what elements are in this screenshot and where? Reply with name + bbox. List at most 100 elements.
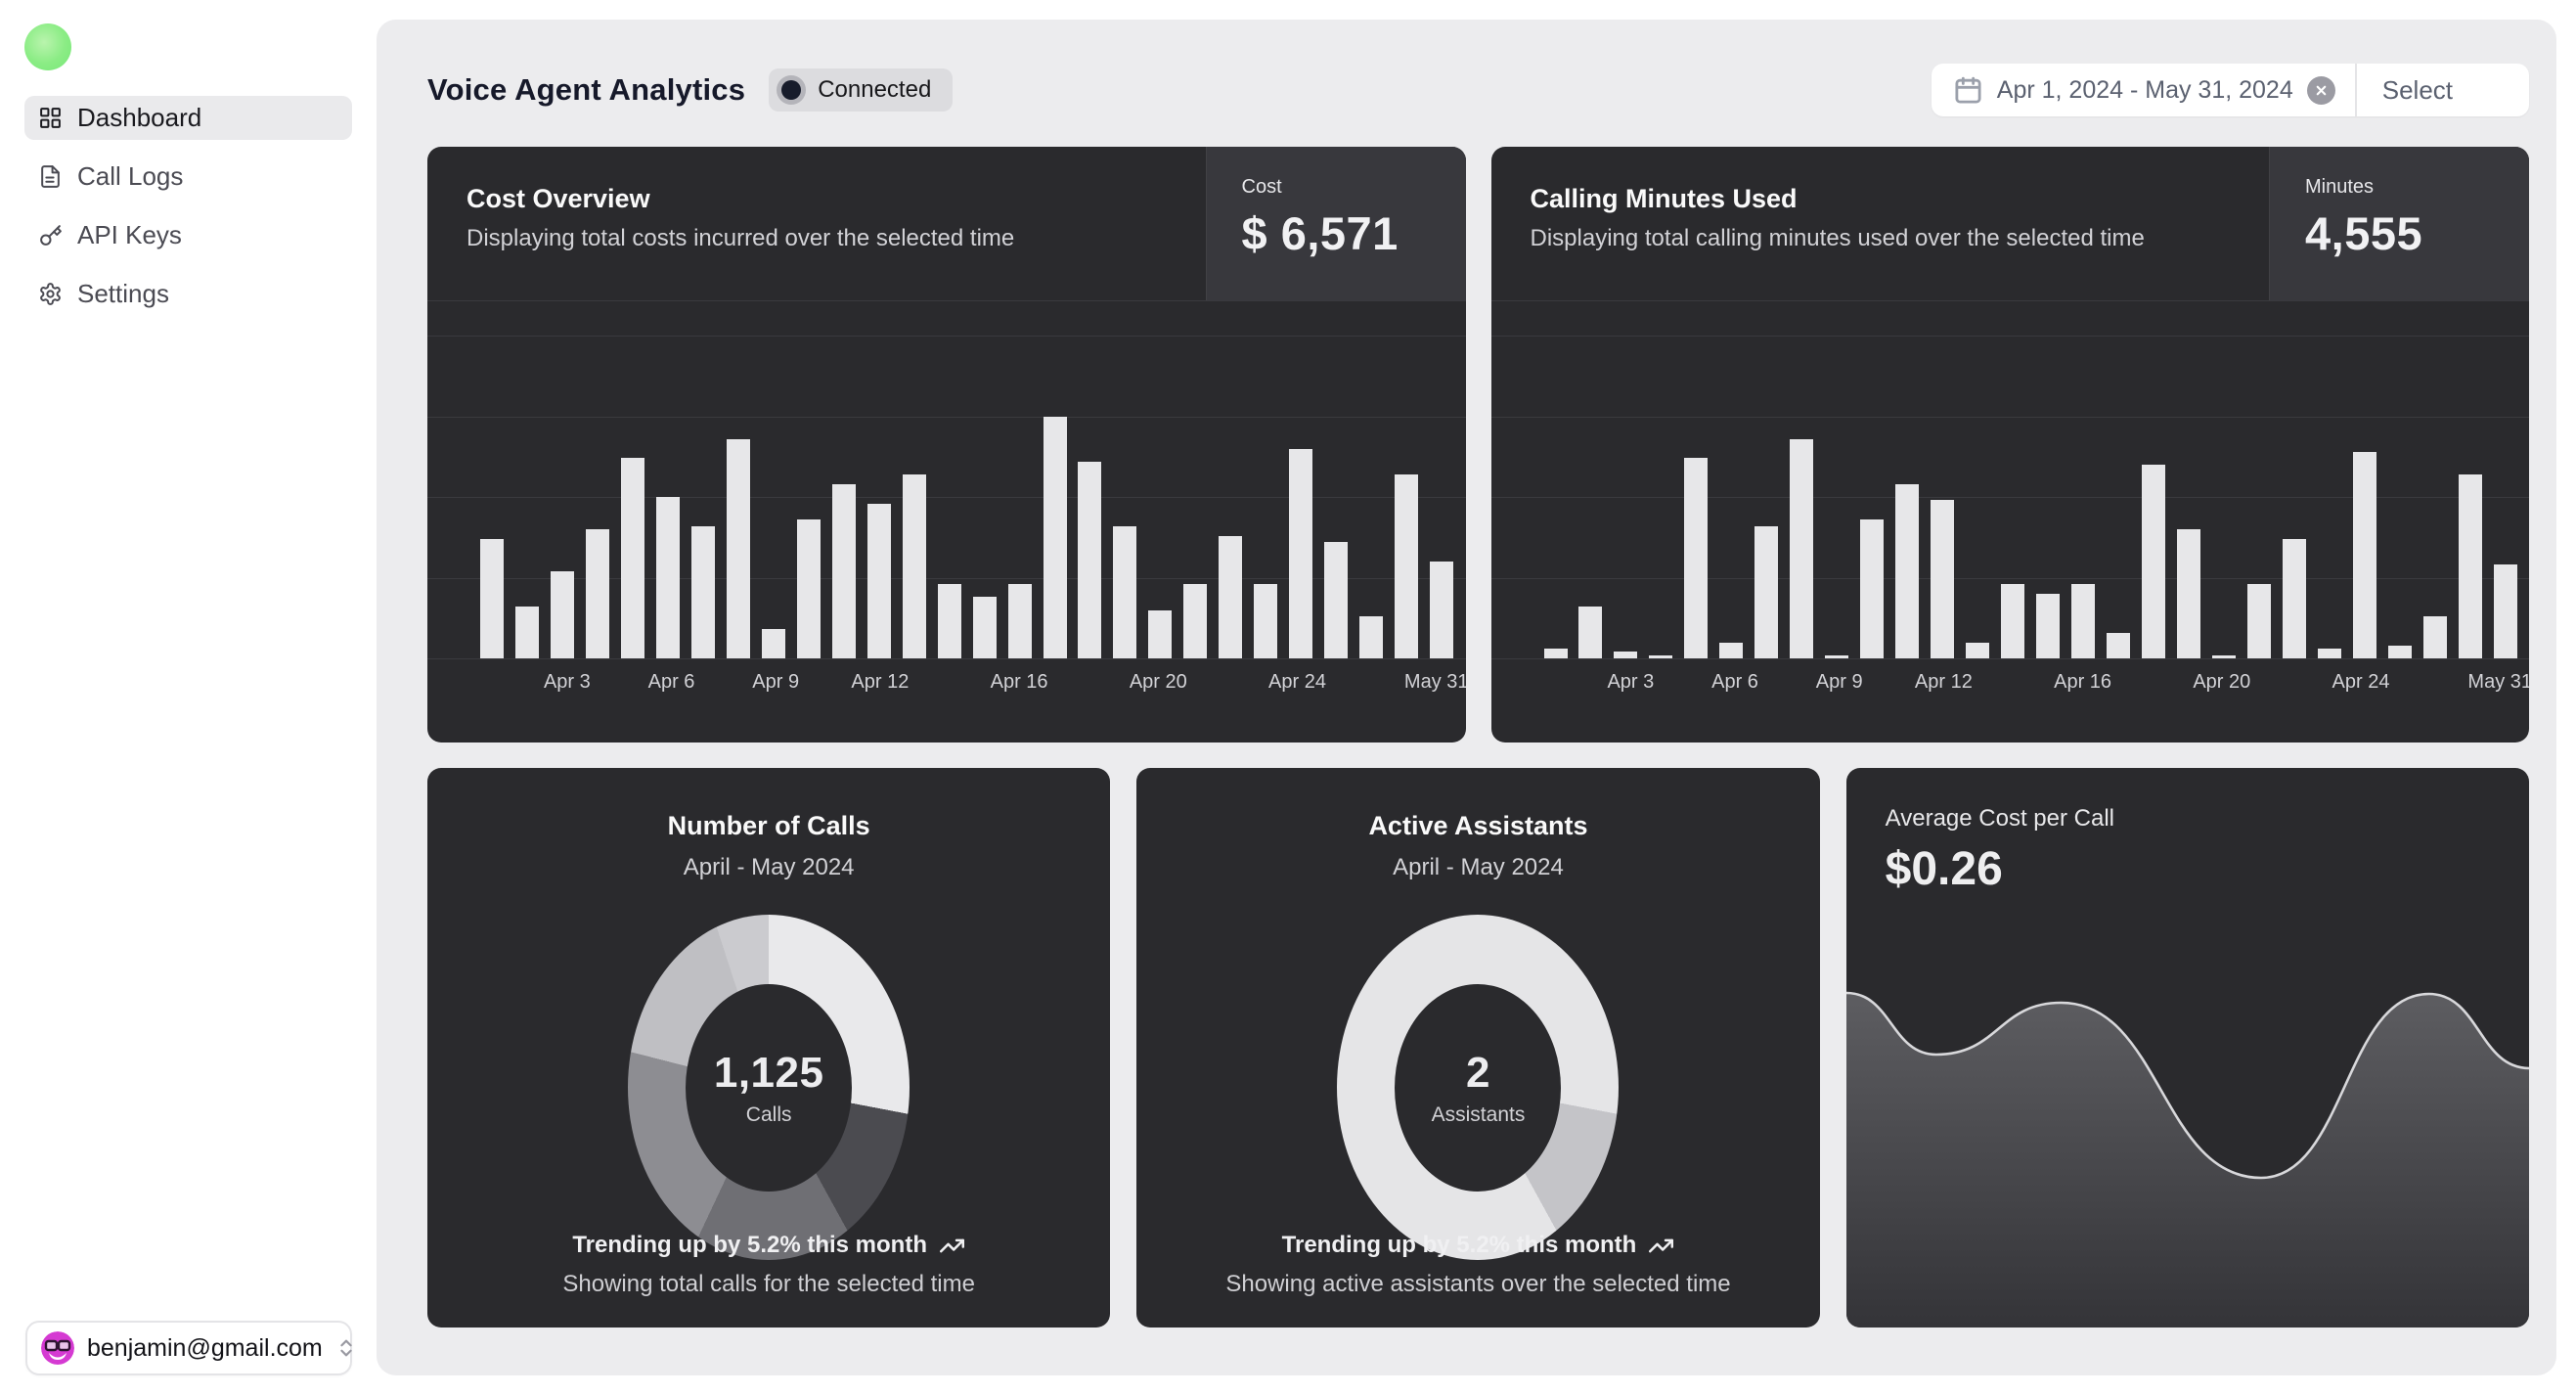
bar bbox=[1614, 652, 1638, 658]
gear-icon bbox=[40, 283, 61, 305]
bar bbox=[1825, 654, 1849, 658]
x-axis-tick-label: Apr 3 bbox=[543, 671, 591, 693]
donut-center-value: 2 bbox=[1465, 1048, 1490, 1097]
bar bbox=[866, 503, 891, 658]
clear-date-button[interactable] bbox=[2306, 75, 2335, 105]
bar bbox=[2071, 584, 2096, 658]
bar bbox=[2352, 451, 2376, 658]
bar bbox=[1148, 609, 1173, 658]
bar bbox=[1254, 584, 1278, 658]
bar bbox=[937, 584, 961, 658]
connection-status-badge: Connected bbox=[769, 68, 954, 112]
stat-label: Cost bbox=[1241, 176, 1282, 198]
bar bbox=[1543, 649, 1568, 658]
bar bbox=[1007, 584, 1032, 658]
card-subtitle: April - May 2024 bbox=[1393, 854, 1564, 880]
bar bbox=[550, 570, 574, 658]
sidebar-item-dashboard[interactable]: Dashboard bbox=[24, 96, 352, 140]
user-avatar bbox=[41, 1331, 74, 1365]
assistants-donut-chart: 2 Assistants bbox=[1337, 915, 1620, 1260]
select-button[interactable]: Select bbox=[2381, 74, 2453, 105]
trending-up-icon bbox=[940, 1238, 964, 1252]
x-axis-tick-label: Apr 9 bbox=[752, 671, 800, 693]
date-range-button[interactable]: Apr 1, 2024 - May 31, 2024 bbox=[1932, 64, 2355, 116]
bar bbox=[620, 458, 644, 658]
bar bbox=[655, 497, 680, 658]
sidebar-item-api-keys[interactable]: API Keys bbox=[24, 213, 352, 257]
x-axis-tick-label: May 31 bbox=[2467, 671, 2529, 693]
user-email: benjamin@gmail.com bbox=[87, 1333, 323, 1362]
minutes-stat-panel: Minutes 4,555 bbox=[2269, 147, 2529, 300]
status-label: Connected bbox=[818, 76, 932, 103]
bar bbox=[1790, 438, 1814, 658]
x-axis-tick-label: May 31 bbox=[1403, 671, 1466, 693]
dashboard-grid-icon bbox=[40, 108, 61, 128]
bar bbox=[1895, 483, 1920, 658]
card-subtitle: Displaying total costs incurred over the… bbox=[466, 225, 1015, 251]
bar bbox=[2141, 465, 2165, 658]
date-range-text: Apr 1, 2024 - May 31, 2024 bbox=[1996, 75, 2293, 104]
bar bbox=[1966, 642, 1990, 658]
x-axis-tick-label: Apr 9 bbox=[1815, 671, 1863, 693]
bar bbox=[796, 519, 821, 658]
card-title: Calling Minutes Used bbox=[1530, 184, 1798, 213]
bar bbox=[2387, 645, 2412, 658]
chevrons-up-down-icon bbox=[340, 1339, 352, 1357]
number-of-calls-card: Number of Calls April - May 2024 1,125 C… bbox=[427, 768, 1111, 1328]
x-axis-tick-label: Apr 3 bbox=[1607, 671, 1655, 693]
bar bbox=[2282, 538, 2306, 658]
trend-text: Trending up by 5.2% this month bbox=[572, 1232, 927, 1258]
bar bbox=[690, 525, 715, 658]
bar bbox=[1113, 525, 1137, 658]
sidebar: Dashboard Call Logs API Keys Settings benja… bbox=[0, 0, 377, 1395]
sidebar-item-call-logs[interactable]: Call Logs bbox=[24, 155, 352, 199]
bar bbox=[514, 607, 539, 658]
bar bbox=[585, 529, 609, 658]
bar bbox=[972, 597, 997, 658]
bar bbox=[1219, 535, 1243, 658]
bar bbox=[1684, 458, 1709, 658]
bar bbox=[1359, 616, 1384, 658]
card-title: Average Cost per Call bbox=[1885, 805, 2114, 832]
top-card-row: Cost Overview Displaying total costs inc… bbox=[427, 147, 2529, 742]
bar bbox=[1043, 416, 1067, 658]
donut-center-label: Assistants bbox=[1431, 1102, 1526, 1126]
cost-stat-panel: Cost $ 6,571 bbox=[1205, 147, 1466, 300]
page-title: Voice Agent Analytics bbox=[427, 72, 746, 107]
bar bbox=[1754, 525, 1779, 658]
stat-value: 4,555 bbox=[2305, 207, 2423, 259]
bar bbox=[1578, 607, 1603, 658]
trend-text: Trending up by 5.2% this month bbox=[1281, 1232, 1637, 1258]
user-account-button[interactable]: benjamin@gmail.com bbox=[25, 1321, 352, 1375]
bar bbox=[1719, 642, 1744, 658]
bar bbox=[2211, 654, 2236, 658]
calling-minutes-card: Calling Minutes Used Displaying total ca… bbox=[1490, 147, 2529, 742]
main-panel: Voice Agent Analytics Connected Apr 1, 2… bbox=[377, 20, 2556, 1375]
bar bbox=[1931, 500, 1955, 658]
bar bbox=[2036, 594, 2061, 658]
x-axis-tick-label: Apr 20 bbox=[1129, 671, 1187, 693]
stat-label: Minutes bbox=[2305, 176, 2375, 198]
bar bbox=[1430, 562, 1454, 658]
card-title: Active Assistants bbox=[1368, 811, 1588, 840]
x-axis-tick-label: Apr 12 bbox=[1914, 671, 1973, 693]
sidebar-item-settings[interactable]: Settings bbox=[24, 272, 352, 316]
app-logo bbox=[24, 23, 71, 70]
average-cost-area-chart bbox=[1845, 768, 2529, 1328]
x-axis-tick-label: Apr 16 bbox=[2054, 671, 2112, 693]
bottom-card-row: Number of Calls April - May 2024 1,125 C… bbox=[427, 768, 2529, 1328]
bar bbox=[480, 538, 504, 658]
bar bbox=[1395, 473, 1419, 658]
status-dot-icon bbox=[777, 75, 807, 105]
cost-bar-chart: Apr 3 Apr 6 Apr 9 Apr 12 Apr 16 Apr 20 Apr 24 M… bbox=[427, 301, 1466, 742]
key-icon bbox=[40, 225, 62, 246]
x-axis-tick-label: Apr 24 bbox=[1268, 671, 1326, 693]
bar bbox=[726, 438, 750, 658]
donut-center-value: 1,125 bbox=[713, 1048, 824, 1097]
sidebar-nav: Dashboard Call Logs API Keys Settings bbox=[24, 96, 352, 316]
x-axis-tick-label: Apr 16 bbox=[990, 671, 1048, 693]
bar bbox=[1078, 461, 1102, 658]
card-title: Cost Overview bbox=[466, 184, 650, 213]
footer-note: Showing total calls for the selected tim… bbox=[562, 1271, 975, 1297]
bar bbox=[1183, 584, 1208, 658]
